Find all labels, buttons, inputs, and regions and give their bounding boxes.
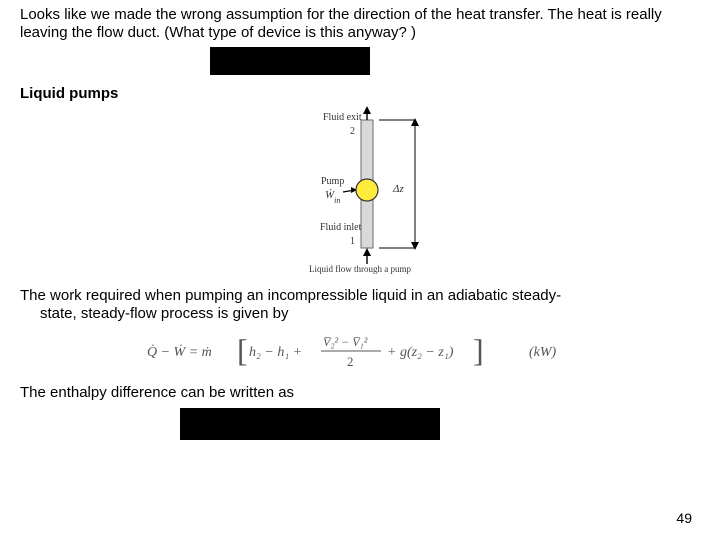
redacted-box-1 <box>210 47 370 75</box>
diagram-caption: Liquid flow through a pump <box>309 264 411 274</box>
exit-arrow-head <box>363 106 371 114</box>
pump-circle <box>356 179 378 201</box>
label-fluid-inlet: Fluid inlet <box>320 222 362 233</box>
eq-rbracket: ] <box>473 332 484 368</box>
work-para-line1: The work required when pumping an incomp… <box>20 287 561 304</box>
redacted-box-2 <box>180 408 440 440</box>
section-title: Liquid pumps <box>20 85 700 102</box>
label-exit-num: 2 <box>350 126 355 137</box>
eq-frac-bot: 2 <box>347 354 354 369</box>
dz-top-arrow <box>411 118 419 126</box>
eq-inside-a: h₂ − h₁ + <box>249 345 302 360</box>
eq-lbracket: [ <box>237 332 248 368</box>
eq-inside-b: + g(z₂ − z₁) <box>387 345 454 360</box>
slide-page: Looks like we made the wrong assumption … <box>0 0 720 540</box>
label-pump: Pump <box>321 176 344 187</box>
energy-equation: Q̇ − Ẇ = ṁ [ h₂ − h₁ + V̅₂² − V̅₁² 2 + g… <box>20 329 700 378</box>
label-inlet-num: 1 <box>350 236 355 247</box>
pump-diagram: Fluid exit 2 Pump Ẇin Δz Fluid inlet <box>265 106 455 281</box>
pump-diagram-wrap: Fluid exit 2 Pump Ẇin Δz Fluid inlet <box>0 106 720 281</box>
enthalpy-paragraph: The enthalpy difference can be written a… <box>20 384 700 402</box>
inlet-arrow-head <box>363 248 371 256</box>
dz-bot-arrow <box>411 242 419 250</box>
intro-paragraph: Looks like we made the wrong assumption … <box>20 6 700 43</box>
work-paragraph: The work required when pumping an incomp… <box>20 287 700 324</box>
label-win: Ẇin <box>325 189 340 205</box>
eq-unit: (kW) <box>529 345 557 360</box>
eq-lhs: Q̇ − Ẇ = ṁ <box>147 343 212 360</box>
page-number: 49 <box>676 510 692 526</box>
label-dz: Δz <box>392 183 404 195</box>
label-fluid-exit: Fluid exit <box>323 112 362 123</box>
work-para-line2: state, steady-flow process is given by <box>20 305 288 322</box>
eq-frac-top: V̅₂² − V̅₁² <box>323 335 368 349</box>
